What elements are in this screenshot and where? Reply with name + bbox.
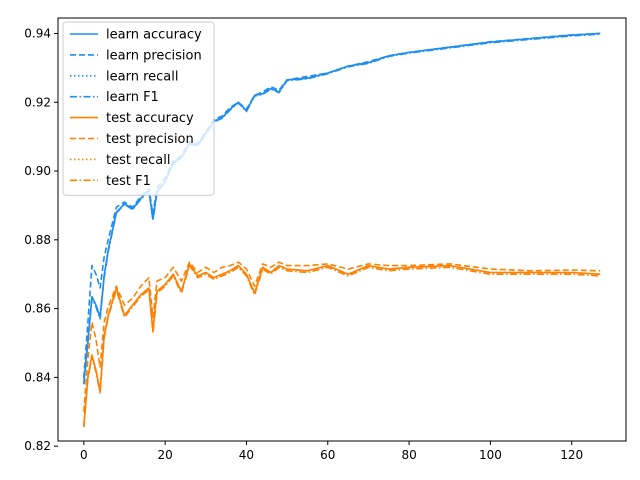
legend-entry: test precision bbox=[106, 132, 194, 147]
legend-entry: test recall bbox=[106, 153, 171, 168]
y-tick-label: 0.92 bbox=[24, 95, 51, 109]
x-tick-label: 60 bbox=[320, 448, 335, 462]
x-tick-label: 100 bbox=[479, 448, 502, 462]
x-axis: 0 20 40 60 80 100 120 bbox=[80, 441, 583, 462]
series-line-test-precision bbox=[83, 261, 601, 412]
legend-entry: test accuracy bbox=[106, 111, 194, 126]
y-tick-label: 0.84 bbox=[24, 370, 51, 384]
legend-entry: learn accuracy bbox=[106, 28, 202, 43]
legend-box bbox=[62, 21, 215, 196]
y-axis: 0.82 0.84 0.86 0.88 0.90 0.92 0.94 bbox=[24, 26, 58, 453]
legend-entry: learn precision bbox=[106, 48, 202, 63]
legend-entry: test F1 bbox=[106, 174, 151, 189]
x-tick-label: 0 bbox=[80, 448, 88, 462]
legend-entry: learn recall bbox=[106, 69, 178, 84]
axes-frame bbox=[57, 17, 627, 442]
y-tick-label: 0.94 bbox=[24, 26, 51, 40]
x-tick-label: 120 bbox=[560, 448, 583, 462]
legend: learn accuracy learn precision learn recal… bbox=[62, 21, 215, 196]
series-line-learn-f1 bbox=[83, 33, 601, 385]
y-tick-label: 0.86 bbox=[24, 302, 51, 316]
x-tick-label: 40 bbox=[239, 448, 254, 462]
x-tick-label: 80 bbox=[401, 448, 416, 462]
series-line-test-f1 bbox=[83, 264, 601, 428]
y-tick-label: 0.90 bbox=[24, 164, 51, 178]
y-tick-label: 0.82 bbox=[24, 439, 51, 453]
y-tick-label: 0.88 bbox=[24, 233, 51, 247]
x-tick-label: 20 bbox=[157, 448, 172, 462]
legend-entry: learn F1 bbox=[106, 90, 159, 105]
series-line-test-accuracy bbox=[83, 263, 601, 426]
